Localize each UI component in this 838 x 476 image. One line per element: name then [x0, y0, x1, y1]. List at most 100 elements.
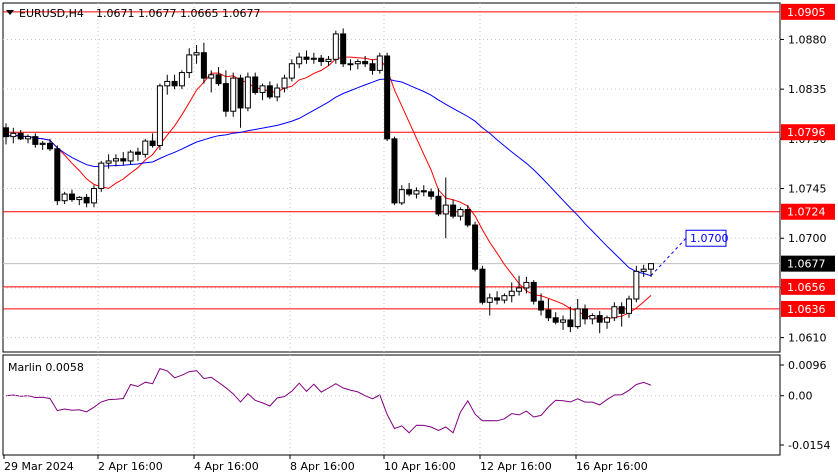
level-price-label: 1.0905 [787, 6, 826, 19]
candle [215, 67, 222, 86]
candle [98, 160, 105, 192]
level-price-box [781, 300, 835, 317]
marlin-line [5, 367, 652, 434]
candle [384, 52, 391, 142]
candle-body [523, 281, 530, 289]
candle [494, 291, 501, 305]
candle [611, 302, 618, 322]
candle-body [384, 55, 391, 140]
candle-body [296, 56, 303, 65]
candle-body [303, 56, 310, 60]
level-price-box [781, 278, 835, 295]
candle [237, 74, 244, 128]
candle-body [552, 317, 559, 323]
candle [479, 265, 486, 305]
level-price-box [781, 124, 835, 141]
candle-body [376, 55, 383, 71]
candle-body [237, 77, 244, 109]
candle [90, 185, 97, 208]
candle-body [164, 80, 171, 87]
candle-body [457, 209, 464, 217]
candle [530, 280, 537, 305]
candle [230, 72, 237, 117]
candle-body [596, 315, 603, 323]
candle-body [318, 57, 325, 63]
candle [464, 205, 471, 228]
candle-body [288, 63, 295, 79]
candle-body [479, 268, 486, 303]
candle-body [259, 85, 266, 93]
candle [472, 221, 479, 272]
axes: 1.08801.08351.07901.07451.07001.06551.06… [3, 33, 830, 473]
symbol-label: EURUSD,H4 [19, 7, 84, 20]
candle [626, 295, 633, 318]
candle [54, 145, 61, 206]
candle [457, 207, 464, 221]
candle [648, 263, 654, 277]
candle-body [281, 77, 288, 89]
candle [435, 188, 442, 217]
candle [560, 315, 567, 330]
oscillator-line [3, 367, 780, 434]
candle [420, 185, 427, 197]
candle [618, 302, 625, 327]
candle [604, 315, 611, 329]
candle-body [325, 58, 332, 63]
osc-tick-label: 0.00 [788, 390, 813, 403]
candle-body [494, 297, 501, 301]
candle-body [442, 204, 449, 215]
moving-averages: 1.0700 [5, 56, 729, 320]
candle [574, 298, 581, 329]
candle-body [611, 306, 618, 319]
horizontal-levels [3, 11, 780, 310]
candle [369, 59, 376, 75]
current-price-label: 1.0677 [787, 258, 826, 271]
dropdown-triangle-icon[interactable] [6, 10, 14, 15]
price-tick-label: 1.0880 [788, 33, 827, 46]
candle [486, 293, 493, 316]
price-tick-label: 1.0610 [788, 332, 827, 345]
candle [508, 282, 515, 303]
candle-body [134, 151, 141, 155]
candle-body [76, 196, 83, 201]
candle [340, 28, 347, 68]
candle-body [215, 74, 222, 85]
candle-body [24, 136, 31, 140]
candle-body [208, 74, 215, 79]
candle-body [626, 298, 633, 314]
ma-target-box [685, 229, 727, 247]
candle-body [545, 309, 552, 319]
candle [222, 70, 229, 117]
candle-body [178, 72, 185, 87]
candle-body [398, 189, 405, 204]
candle-body [640, 268, 647, 272]
candle-body [530, 281, 537, 302]
candle [589, 313, 596, 325]
candle-body [508, 290, 515, 297]
candle [156, 83, 163, 150]
oscillator-pane [2, 354, 781, 456]
candle-body [127, 151, 134, 162]
current-price-box [781, 255, 835, 272]
price-tick-label: 1.0700 [788, 232, 827, 245]
candle [208, 70, 215, 93]
candle-body [10, 132, 17, 138]
level-price-box [781, 203, 835, 220]
candle [442, 177, 449, 239]
candle-body [105, 160, 112, 164]
ma-projection [650, 237, 687, 277]
candle [149, 133, 156, 148]
candle-body [156, 85, 163, 146]
candle-body [274, 87, 281, 98]
candle [596, 311, 603, 334]
candle [318, 54, 325, 66]
candle-body [142, 140, 149, 155]
candle [120, 152, 127, 166]
candle-body [83, 196, 90, 204]
candle [39, 141, 46, 150]
candle-body [90, 188, 97, 204]
candle [105, 154, 112, 169]
candle-body [486, 297, 493, 303]
candle-body [222, 83, 229, 112]
